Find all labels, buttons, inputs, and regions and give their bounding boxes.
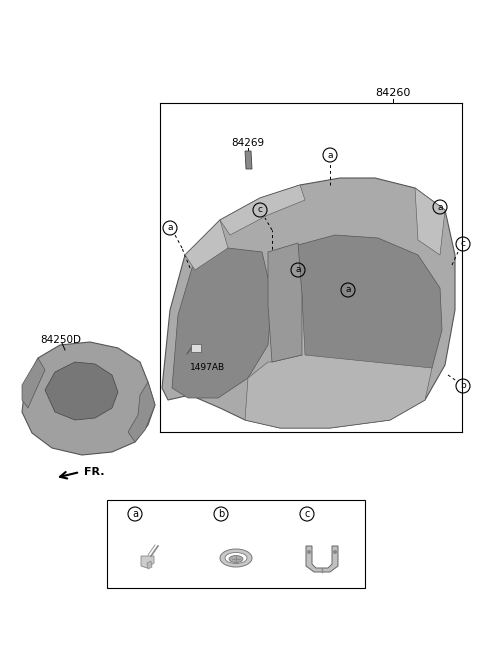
Polygon shape <box>185 220 228 270</box>
Text: b: b <box>460 382 466 390</box>
Text: FR.: FR. <box>84 467 105 477</box>
Text: 1497AB: 1497AB <box>191 363 226 373</box>
Circle shape <box>333 550 337 554</box>
Text: b: b <box>218 509 224 519</box>
Ellipse shape <box>229 556 243 562</box>
Text: 84269: 84269 <box>231 138 264 148</box>
Polygon shape <box>306 546 338 572</box>
Polygon shape <box>245 151 252 169</box>
Polygon shape <box>162 178 455 428</box>
Text: a: a <box>345 285 351 295</box>
Text: 1336AA: 1336AA <box>224 509 264 519</box>
Polygon shape <box>245 295 432 428</box>
Text: a: a <box>295 266 301 274</box>
Text: 84260: 84260 <box>375 88 411 98</box>
Text: 84277: 84277 <box>142 509 175 519</box>
Text: 84267R: 84267R <box>310 509 350 519</box>
Ellipse shape <box>220 549 252 567</box>
Polygon shape <box>415 188 445 255</box>
Polygon shape <box>191 344 201 352</box>
Text: c: c <box>257 205 263 215</box>
Polygon shape <box>268 243 302 362</box>
Text: c: c <box>460 239 466 249</box>
Polygon shape <box>45 362 118 420</box>
Polygon shape <box>220 185 305 235</box>
Text: a: a <box>132 509 138 519</box>
Polygon shape <box>22 342 155 455</box>
Circle shape <box>307 550 311 554</box>
Polygon shape <box>22 358 45 408</box>
Text: a: a <box>437 203 443 211</box>
Polygon shape <box>141 556 154 568</box>
Text: 84250D: 84250D <box>40 335 81 345</box>
Text: a: a <box>327 150 333 159</box>
Polygon shape <box>172 248 272 398</box>
Text: c: c <box>304 509 310 519</box>
Text: a: a <box>167 224 173 232</box>
Polygon shape <box>128 382 155 442</box>
Polygon shape <box>147 561 152 569</box>
Bar <box>107 500 365 588</box>
Polygon shape <box>285 235 442 400</box>
Ellipse shape <box>225 552 247 564</box>
